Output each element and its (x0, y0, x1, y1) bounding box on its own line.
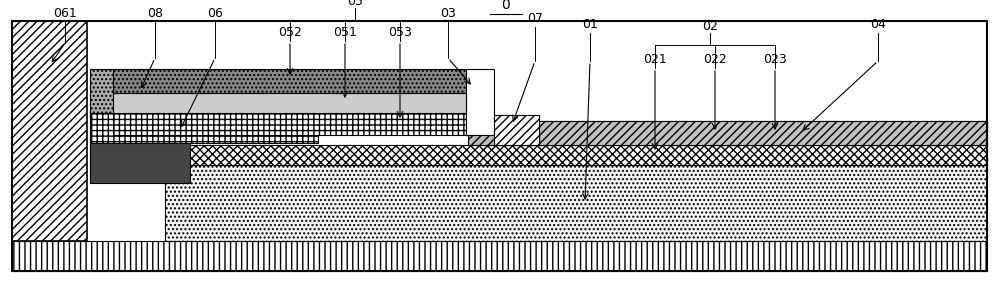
Text: 05: 05 (347, 0, 363, 8)
Text: 06: 06 (207, 7, 223, 20)
Bar (494, 115, 539, 145)
Bar (90, 113, 318, 143)
Bar (12, 21, 987, 271)
Text: 053: 053 (388, 26, 412, 39)
Text: 021: 021 (643, 53, 667, 66)
Text: 02: 02 (702, 20, 718, 33)
Bar (539, 121, 987, 145)
Text: 061: 061 (53, 7, 77, 20)
Text: 04: 04 (870, 18, 886, 31)
Bar (468, 121, 987, 145)
Text: 07: 07 (527, 12, 543, 25)
Text: 03: 03 (440, 7, 456, 20)
Text: 051: 051 (333, 26, 357, 39)
Text: 022: 022 (703, 53, 727, 66)
Bar (12, 241, 987, 271)
Bar (113, 113, 468, 135)
Text: 0: 0 (501, 0, 509, 12)
Bar (113, 69, 468, 93)
Bar (90, 69, 210, 113)
Text: 052: 052 (278, 26, 302, 39)
Bar (165, 145, 987, 165)
Bar (165, 165, 987, 241)
Text: 023: 023 (763, 53, 787, 66)
Text: 08: 08 (147, 7, 163, 20)
Bar (466, 69, 494, 135)
Bar (90, 103, 190, 183)
Text: 01: 01 (582, 18, 598, 31)
Bar (12, 21, 87, 241)
Bar (113, 93, 468, 113)
